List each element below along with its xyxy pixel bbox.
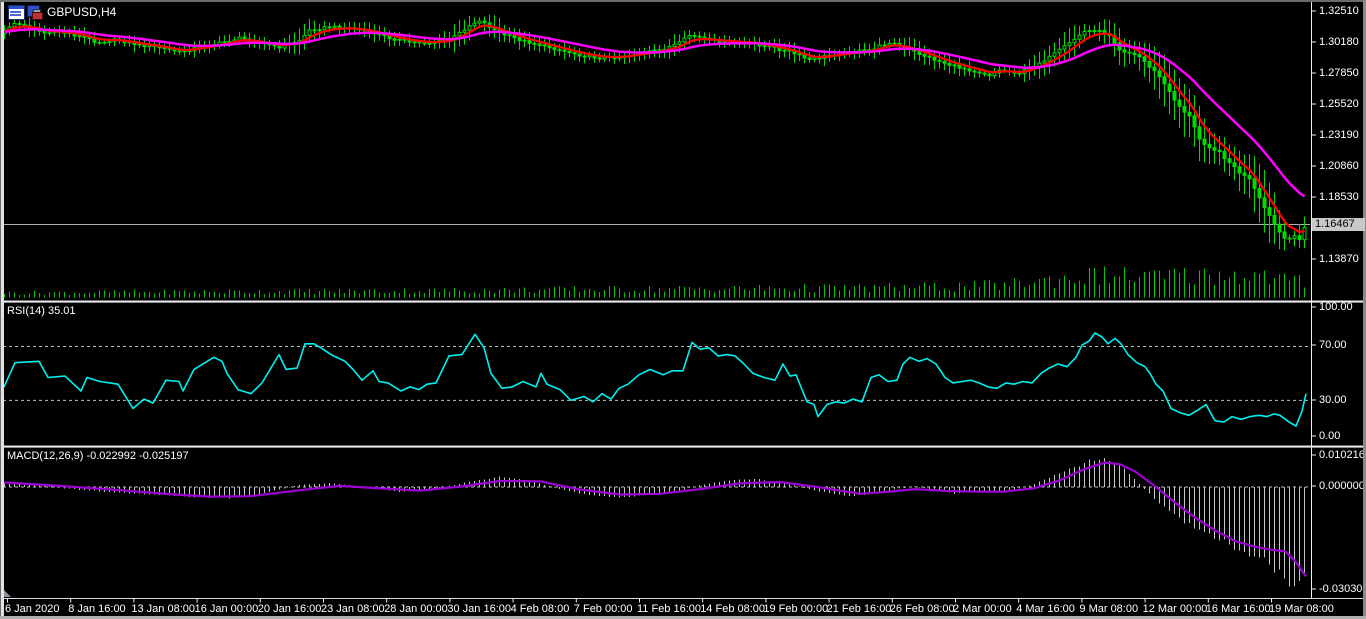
window-border-left xyxy=(1,2,4,617)
time-axis-label: 14 Feb 08:00 xyxy=(700,603,766,615)
time-axis-label: 7 Feb 00:00 xyxy=(573,603,633,615)
chart-shift-marker[interactable] xyxy=(3,589,11,597)
macd-histogram xyxy=(3,457,1306,587)
time-axis-label: 30 Jan 16:00 xyxy=(447,603,512,615)
axis-scale-label: 0.00 xyxy=(1319,430,1341,442)
volume-bars xyxy=(3,266,1306,298)
rsi-indicator-label: RSI(14) 35.01 xyxy=(7,305,76,317)
icon-book xyxy=(32,12,43,20)
time-axis-label: 9 Mar 08:00 xyxy=(1079,603,1139,615)
icon-title-bar xyxy=(9,6,24,9)
axis-scale-label: 100.00 xyxy=(1319,301,1353,313)
axis-scale-label: 1.27850 xyxy=(1319,67,1359,79)
time-axis-label: 26 Feb 08:00 xyxy=(889,603,955,615)
window-border-bottom xyxy=(0,616,1366,619)
market-watch-icon[interactable] xyxy=(8,5,25,20)
time-axis-label: 4 Feb 08:00 xyxy=(510,603,570,615)
time-axis-label: 13 Jan 08:00 xyxy=(131,603,196,615)
time-axis-label: 23 Jan 08:00 xyxy=(321,603,385,615)
axis-scale-label: -0.030307 xyxy=(1319,583,1366,595)
time-axis-label: 19 Feb 00:00 xyxy=(763,603,829,615)
axis-scale-label: 1.23190 xyxy=(1319,129,1359,141)
rsi-pane[interactable] xyxy=(3,332,1310,427)
window-border-right xyxy=(1363,0,1366,619)
rsi-line xyxy=(3,332,1307,427)
window-border-left-outer xyxy=(0,0,1,619)
axis-scale-label: 1.32510 xyxy=(1319,5,1359,17)
time-axis-label: 21 Feb 16:00 xyxy=(826,603,892,615)
time-axis-label: 16 Jan 00:00 xyxy=(194,603,259,615)
axis-scale-label: 0.010216 xyxy=(1319,449,1365,461)
time-axis-label: 20 Jan 16:00 xyxy=(257,603,322,615)
symbol-timeframe-label: GBPUSD,H4 xyxy=(47,5,117,19)
axis-scale-label: 1.20860 xyxy=(1319,160,1359,172)
axis-scale-label: 1.13870 xyxy=(1319,253,1359,265)
time-axis-label: 12 Mar 00:00 xyxy=(1142,603,1208,615)
axis-scale-label: 30.00 xyxy=(1319,394,1347,406)
time-axis-label: 6 Jan 2020 xyxy=(5,603,60,615)
time-axis-label: 2 Mar 00:00 xyxy=(953,603,1012,615)
current-price-tag: 1.16467 xyxy=(1312,217,1365,231)
axis-scale-label: 1.25520 xyxy=(1319,98,1359,110)
axis-scale-label: 0.000000 xyxy=(1319,480,1365,492)
time-axis-label: 4 Mar 16:00 xyxy=(1016,603,1075,615)
macd-pane[interactable] xyxy=(2,457,1310,587)
time-axis-label: 28 Jan 00:00 xyxy=(384,603,448,615)
macd-indicator-label: MACD(12,26,9) -0.022992 -0.025197 xyxy=(7,450,189,462)
axis-scale-label: 1.18530 xyxy=(1319,191,1359,203)
icon-row xyxy=(10,11,21,13)
window-border-top xyxy=(0,0,1366,2)
macd-signal-line xyxy=(2,461,1307,578)
pane-separators xyxy=(0,2,1366,603)
chart-order-icon[interactable] xyxy=(27,5,43,20)
axis-scale-label: 1.30180 xyxy=(1319,36,1359,48)
axis-scale-label: 70.00 xyxy=(1319,339,1347,351)
price-pane[interactable] xyxy=(2,14,1310,298)
ma-slow-line xyxy=(4,28,1306,198)
time-axis-label: 8 Jan 16:00 xyxy=(68,603,126,615)
icon-row xyxy=(10,14,21,16)
time-axis-label: 11 Feb 16:00 xyxy=(637,603,702,615)
time-axis-label: 19 Mar 08:00 xyxy=(1269,603,1334,615)
time-axis-label: 16 Mar 16:00 xyxy=(1205,603,1271,615)
